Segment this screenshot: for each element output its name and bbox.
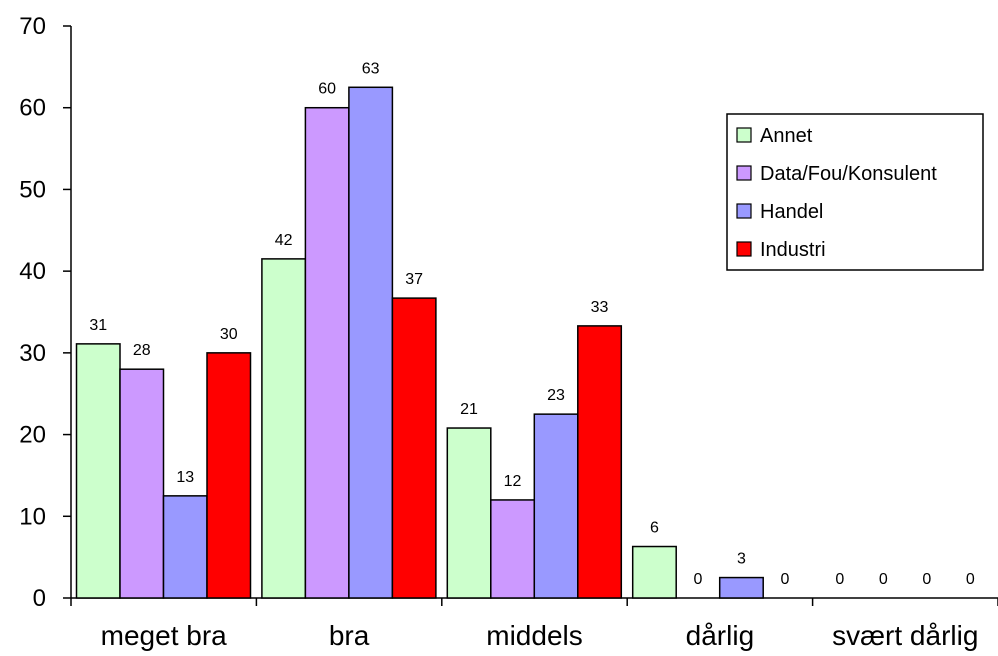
data-label: 60 bbox=[318, 81, 336, 98]
y-tick-label: 40 bbox=[19, 258, 46, 285]
x-category-label: middels bbox=[486, 620, 582, 651]
data-label: 21 bbox=[460, 401, 478, 418]
bars bbox=[75, 86, 764, 599]
data-label: 30 bbox=[220, 326, 238, 343]
y-tick-label: 20 bbox=[19, 422, 46, 449]
data-label: 28 bbox=[133, 342, 151, 359]
bar-industri bbox=[391, 297, 437, 599]
legend-label: Industri bbox=[760, 239, 826, 261]
bar-handel bbox=[348, 86, 394, 599]
data-label: 13 bbox=[176, 469, 194, 486]
data-label: 0 bbox=[835, 571, 844, 588]
data-label: 33 bbox=[591, 299, 609, 316]
bar-annet bbox=[446, 427, 492, 599]
data-label: 0 bbox=[922, 571, 931, 588]
data-label: 0 bbox=[780, 571, 789, 588]
data-label: 6 bbox=[650, 520, 659, 537]
y-tick-label: 0 bbox=[33, 585, 46, 612]
x-category-label: svært dårlig bbox=[832, 620, 978, 651]
y-tick-label: 50 bbox=[19, 176, 46, 203]
bar-industri bbox=[577, 325, 623, 599]
legend-swatch bbox=[736, 127, 752, 143]
y-tick-label: 60 bbox=[19, 95, 46, 122]
legend-label: Data/Fou/Konsulent bbox=[760, 163, 937, 185]
data-label: 0 bbox=[879, 571, 888, 588]
y-tick-label: 10 bbox=[19, 503, 46, 530]
legend-label: Handel bbox=[760, 201, 823, 223]
y-tick-label: 30 bbox=[19, 340, 46, 367]
bar-handel bbox=[162, 495, 208, 599]
bar-handel bbox=[533, 413, 579, 599]
data-label: 31 bbox=[89, 317, 107, 334]
data-label: 0 bbox=[966, 571, 975, 588]
legend-swatch bbox=[736, 165, 752, 181]
data-label: 23 bbox=[547, 387, 565, 404]
y-tick-label: 70 bbox=[19, 13, 46, 40]
x-category-label: dårlig bbox=[686, 620, 754, 651]
bar-industri bbox=[206, 352, 252, 599]
legend-box bbox=[726, 113, 984, 271]
data-label: 63 bbox=[362, 60, 380, 77]
data-label: 0 bbox=[693, 571, 702, 588]
bar-annet bbox=[261, 258, 307, 599]
data-label: 12 bbox=[504, 473, 522, 490]
x-category-label: bra bbox=[329, 620, 370, 651]
data-label: 37 bbox=[405, 271, 423, 288]
bar-annet bbox=[75, 343, 121, 599]
bar-data-fou-konsulent bbox=[490, 499, 536, 599]
x-category-label: meget bra bbox=[101, 620, 227, 651]
data-label: 42 bbox=[275, 232, 293, 249]
legend: Annet Data/Fou/Konsulent Handel Industri bbox=[726, 113, 984, 271]
legend-label: Annet bbox=[760, 125, 813, 147]
bar-data-fou-konsulent bbox=[119, 368, 165, 599]
bar-data-fou-konsulent bbox=[304, 106, 350, 599]
bar-handel bbox=[718, 576, 764, 599]
legend-swatch bbox=[736, 241, 752, 257]
legend-swatch bbox=[736, 203, 752, 219]
data-label: 3 bbox=[737, 551, 746, 568]
bar-annet bbox=[631, 545, 677, 599]
